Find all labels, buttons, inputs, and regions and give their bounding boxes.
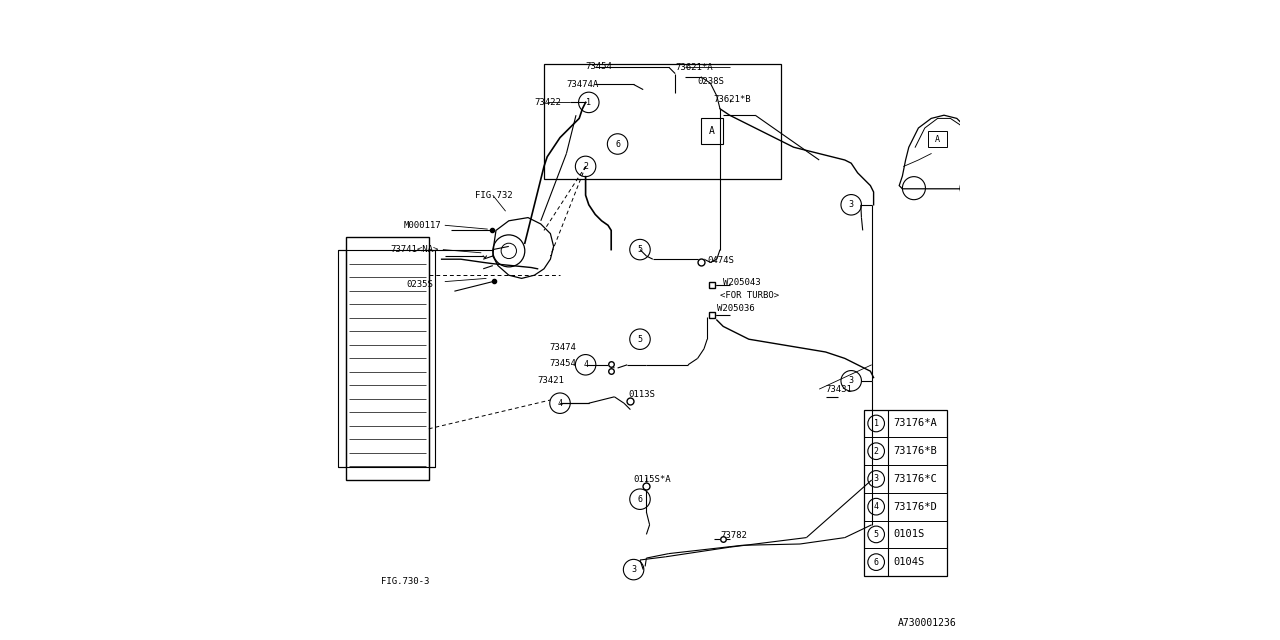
Text: 2: 2 [874, 447, 878, 456]
Text: 73176*A: 73176*A [893, 419, 937, 428]
Text: 0115S*A: 0115S*A [634, 476, 671, 484]
Bar [864, 410, 947, 576]
Text: 4: 4 [558, 399, 562, 408]
Text: <FOR TURBO>: <FOR TURBO> [719, 291, 780, 300]
Text: 73176*C: 73176*C [893, 474, 937, 484]
Text: 3: 3 [631, 565, 636, 574]
Bar [701, 118, 723, 144]
Text: 3: 3 [849, 376, 854, 385]
Text: 73454: 73454 [585, 62, 612, 71]
Text: 73621*B: 73621*B [714, 95, 751, 104]
Text: 73176*B: 73176*B [893, 446, 937, 456]
Text: 0104S: 0104S [893, 557, 924, 567]
Text: 0235S: 0235S [407, 280, 433, 289]
Text: 1: 1 [874, 419, 878, 428]
Text: 4: 4 [874, 502, 878, 511]
Bar [346, 237, 429, 480]
Text: A730001236: A730001236 [899, 618, 957, 628]
Text: 0238S: 0238S [698, 77, 724, 86]
Text: 6: 6 [637, 495, 643, 504]
Text: 73176*D: 73176*D [893, 502, 937, 511]
Text: 73741<NA>: 73741<NA> [390, 245, 439, 254]
Text: FIG.730-3: FIG.730-3 [381, 577, 429, 586]
Bar [429, 250, 435, 467]
Text: M000117: M000117 [403, 221, 440, 230]
Text: 5: 5 [637, 335, 643, 344]
Text: 73454: 73454 [549, 359, 576, 368]
Bar [928, 131, 947, 147]
Text: 73431: 73431 [826, 385, 852, 394]
Text: W205043: W205043 [723, 278, 760, 287]
Bar [544, 64, 781, 179]
Text: 73621*A: 73621*A [676, 63, 713, 72]
Text: 0113S: 0113S [628, 390, 655, 399]
Text: 0101S: 0101S [893, 529, 924, 540]
Text: 73474A: 73474A [566, 80, 599, 89]
Text: A: A [709, 126, 714, 136]
Text: FIG.732: FIG.732 [475, 191, 512, 200]
Text: 3: 3 [874, 474, 878, 483]
Text: 73422: 73422 [535, 98, 561, 107]
Text: 73421: 73421 [538, 376, 564, 385]
Text: 3: 3 [849, 200, 854, 209]
Text: 5: 5 [874, 530, 878, 539]
Text: 5: 5 [637, 245, 643, 254]
Text: 73474: 73474 [549, 343, 576, 352]
Text: 6: 6 [874, 557, 878, 566]
Text: 2: 2 [584, 162, 588, 171]
Bar [338, 250, 346, 467]
Text: 73782: 73782 [719, 531, 746, 540]
Text: A: A [936, 135, 940, 144]
Text: 1: 1 [586, 98, 591, 107]
Text: 4: 4 [584, 360, 588, 369]
Text: 0474S: 0474S [708, 256, 733, 265]
Text: W205036: W205036 [717, 304, 754, 313]
Text: 6: 6 [616, 140, 620, 148]
